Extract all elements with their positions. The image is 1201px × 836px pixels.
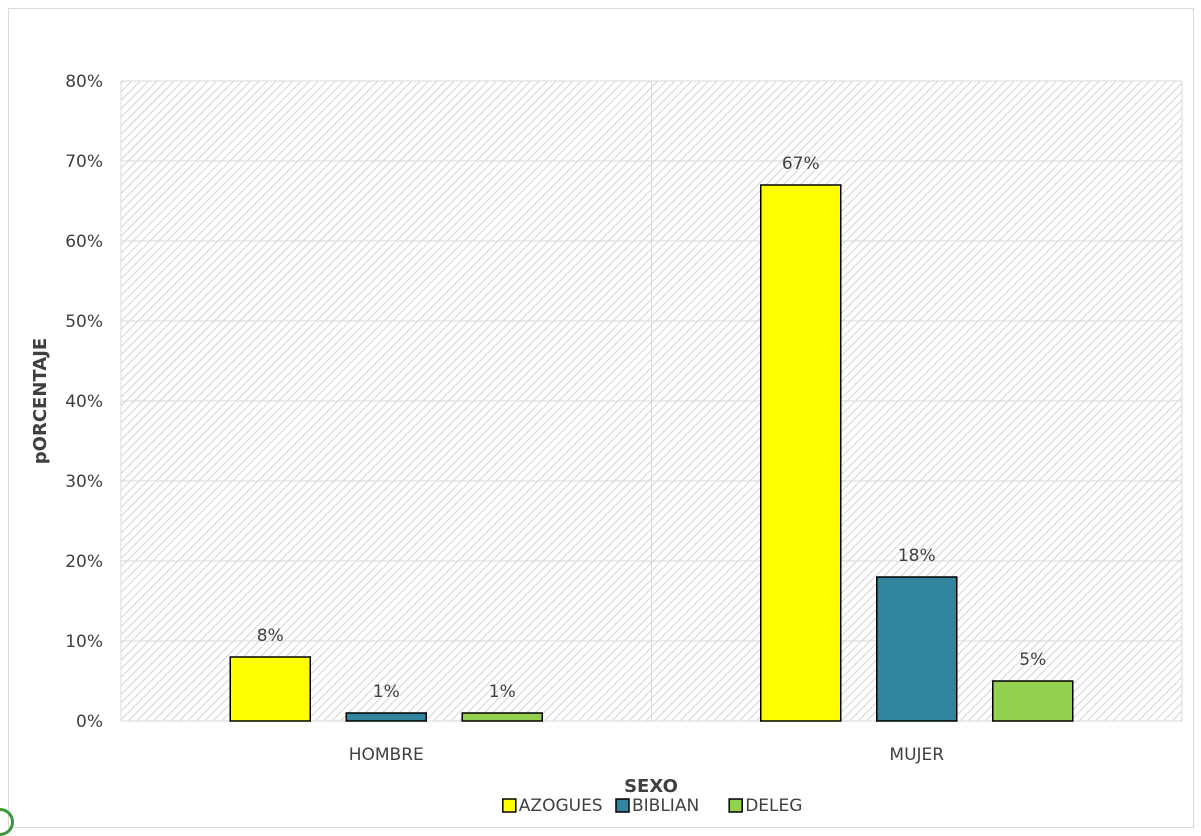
legend-swatch-biblian <box>615 798 630 813</box>
data-labels: 8% 1% 1% 67% 18% 5% <box>257 154 1046 702</box>
bars <box>229 184 1074 722</box>
x-axis-categories: HOMBRE MUJER <box>349 745 945 765</box>
bar-deleg-hombre <box>461 712 543 722</box>
y-tick-label: 10% <box>65 632 103 652</box>
bar-biblian-mujer <box>876 576 958 722</box>
y-tick-label: 30% <box>65 472 103 492</box>
gridlines <box>120 80 1183 722</box>
legend-swatch-azogues <box>502 798 517 813</box>
legend-label-azogues: AZOGUES <box>519 796 603 816</box>
y-tick-label: 50% <box>65 312 103 332</box>
data-label: 8% <box>257 626 284 646</box>
y-tick-label: 40% <box>65 392 103 412</box>
bar-azogues-mujer <box>760 184 842 722</box>
data-label: 18% <box>898 546 936 566</box>
x-category-label: HOMBRE <box>349 745 424 765</box>
y-axis-title: pORCENTAJE <box>30 338 51 464</box>
y-tick-label: 0% <box>76 712 103 732</box>
legend-label-deleg: DELEG <box>745 796 802 816</box>
y-tick-label: 60% <box>65 232 103 252</box>
y-tick-label: 80% <box>65 72 103 92</box>
y-tick-label: 70% <box>65 152 103 172</box>
data-label: 67% <box>782 154 820 174</box>
bar-biblian-hombre <box>345 712 427 722</box>
y-axis-ticks: 0% 10% 20% 30% 40% 50% 60% 70% 80% <box>65 72 103 732</box>
data-label: 5% <box>1019 650 1046 670</box>
bar-azogues-hombre <box>229 656 311 722</box>
x-axis-title: SEXO <box>624 776 678 797</box>
legend: AZOGUES BIBLIAN DELEG <box>502 796 802 816</box>
x-category-label: MUJER <box>889 745 944 765</box>
data-label: 1% <box>489 682 516 702</box>
y-tick-label: 20% <box>65 552 103 572</box>
bar-deleg-mujer <box>992 680 1074 722</box>
data-label: 1% <box>373 682 400 702</box>
legend-label-biblian: BIBLIAN <box>632 796 699 816</box>
legend-swatch-deleg <box>728 798 743 813</box>
